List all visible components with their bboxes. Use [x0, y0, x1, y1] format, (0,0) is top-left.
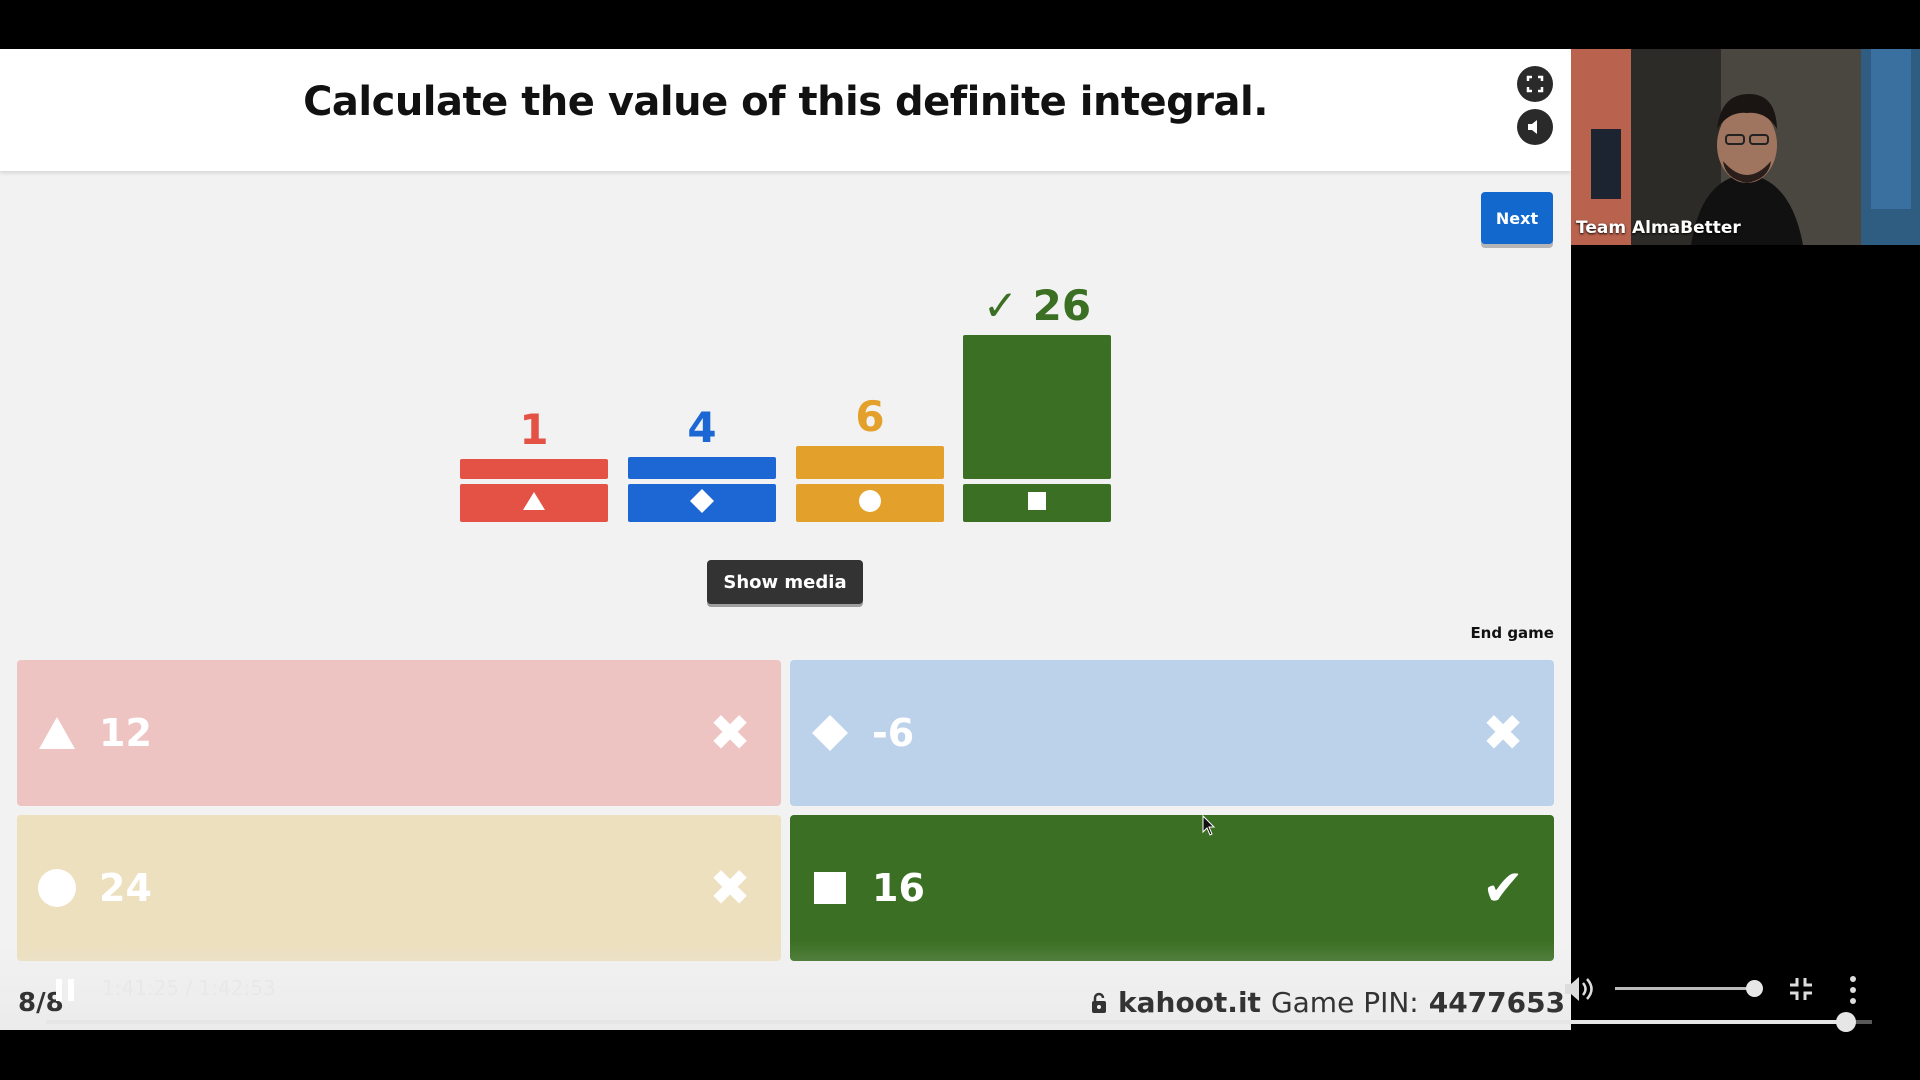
kahoot-site: kahoot.it	[1118, 986, 1261, 1019]
next-button[interactable]: Next	[1481, 192, 1553, 244]
answer-square: 16 ✔	[790, 815, 1554, 961]
answer-diamond: -6 ✖	[790, 660, 1554, 806]
wrong-icon: ✖	[709, 704, 751, 762]
chart-count-label: ✓ 26	[982, 281, 1092, 330]
game-pin-label: Game PIN:	[1270, 986, 1419, 1019]
chart-count-label: 6	[855, 392, 885, 441]
question-bar: Calculate the value of this definite int…	[0, 49, 1571, 171]
show-media-button[interactable]: Show media	[707, 560, 863, 604]
kahoot-stage: Calculate the value of this definite int…	[0, 49, 1571, 1030]
chart-bar-triangle	[460, 459, 608, 479]
mouse-cursor-icon	[1202, 815, 1216, 836]
fullscreen-toggle-icon[interactable]	[1517, 66, 1553, 102]
wrong-icon: ✖	[709, 859, 751, 917]
progress-fill	[46, 1020, 1846, 1024]
chart-count-label: 4	[687, 403, 717, 452]
triangle-icon	[522, 491, 546, 515]
volume-slider[interactable]	[1615, 987, 1756, 990]
circle-icon	[858, 489, 882, 517]
chart-count-label: 1	[519, 405, 549, 454]
question-title: Calculate the value of this definite int…	[303, 79, 1268, 125]
triangle-icon	[37, 713, 77, 753]
square-icon	[810, 868, 850, 908]
game-pin-area: kahoot.it Game PIN: 4477653	[1090, 986, 1565, 1019]
game-pin-value: 4477653	[1428, 986, 1566, 1019]
chart-bar-base-square	[963, 484, 1111, 522]
playback-time: 1:41:25 / 1:42:53	[102, 976, 276, 1000]
answer-bar-chart: 1 4 6 ✓ 26	[0, 49, 1571, 589]
chart-bar-diamond	[628, 457, 776, 479]
participant-name: Team AlmaBetter	[1576, 218, 1741, 238]
end-game-link[interactable]: End game	[1470, 624, 1554, 642]
answer-text: 24	[99, 866, 152, 910]
circle-icon	[37, 868, 77, 908]
exit-fullscreen-icon[interactable]	[1788, 976, 1814, 1002]
answer-text: 12	[99, 711, 152, 755]
volume-knob[interactable]	[1746, 980, 1763, 997]
chart-bar-base-circle	[796, 484, 944, 522]
webcam-feed	[1571, 49, 1920, 245]
answer-text: 16	[872, 866, 925, 910]
chart-bar-base-diamond	[628, 484, 776, 522]
chart-bar-square	[963, 335, 1111, 479]
progress-scrubber[interactable]	[1836, 1012, 1856, 1032]
diamond-icon	[810, 713, 850, 753]
chart-bar-circle	[796, 446, 944, 479]
answer-text: -6	[872, 711, 915, 755]
square-icon	[1027, 491, 1047, 515]
mute-icon[interactable]	[1517, 109, 1553, 145]
answer-triangle: 12 ✖	[17, 660, 781, 806]
more-options-icon[interactable]	[1848, 976, 1858, 1004]
player-overlay	[0, 940, 1571, 1030]
wrong-icon: ✖	[1482, 704, 1524, 762]
answer-circle: 24 ✖	[17, 815, 781, 961]
correct-check-icon: ✔	[1482, 859, 1524, 917]
chart-bar-base-triangle	[460, 484, 608, 522]
pause-icon[interactable]	[56, 979, 78, 1001]
volume-icon[interactable]	[1562, 974, 1596, 1004]
lock-icon	[1092, 992, 1106, 1013]
diamond-icon	[689, 488, 715, 518]
